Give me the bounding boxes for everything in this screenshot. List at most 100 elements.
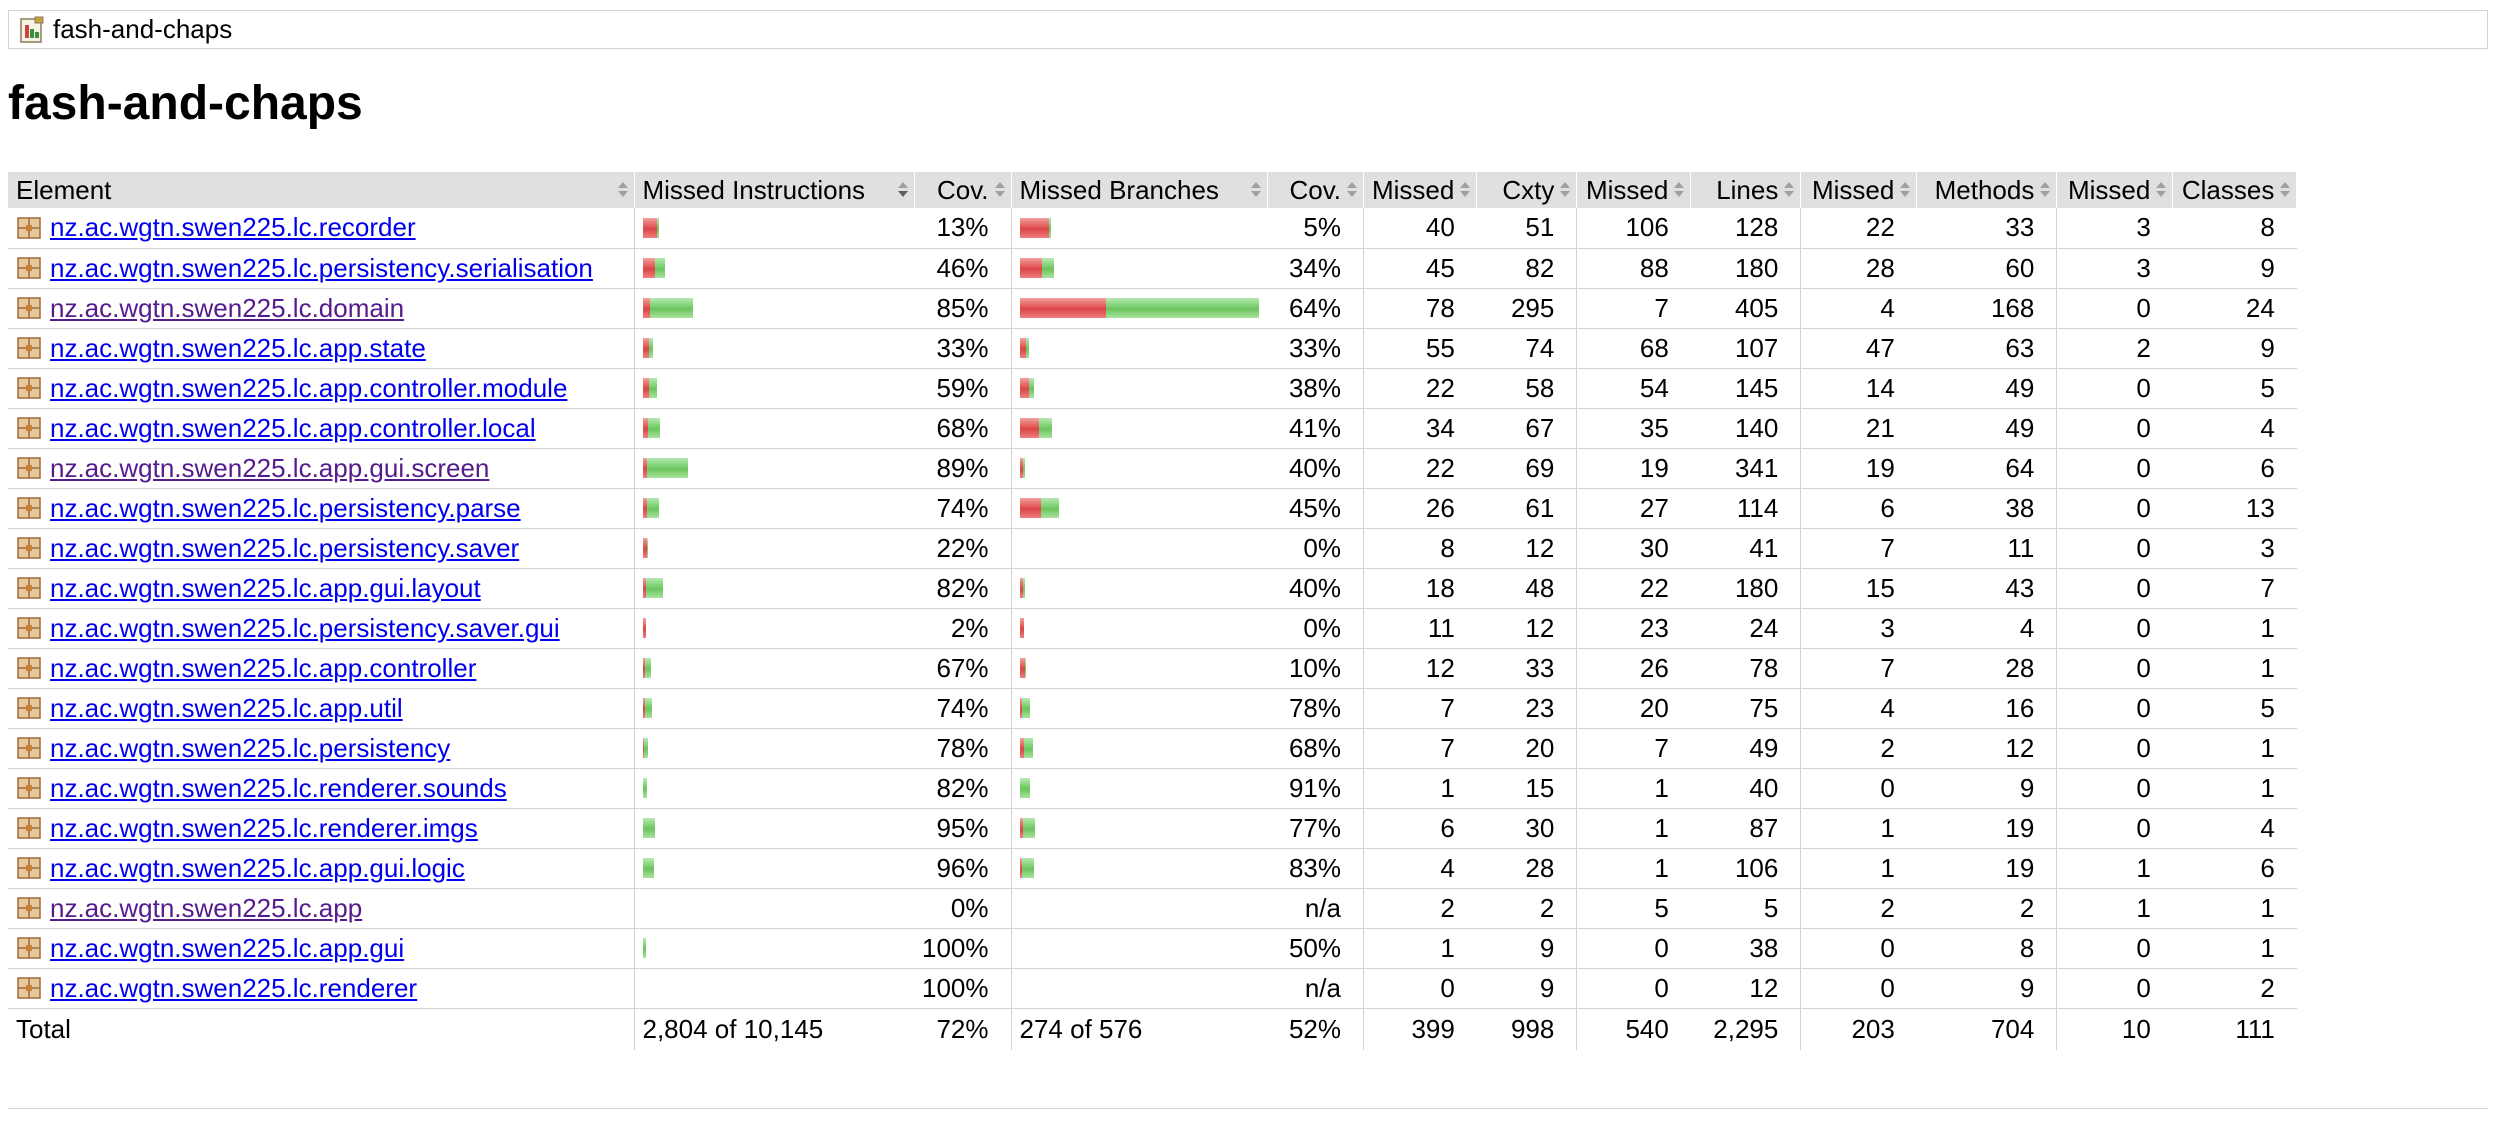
cxty: 69 [1476,448,1577,489]
package-link[interactable]: nz.ac.wgtn.swen225.lc.app.state [50,332,426,363]
package-link[interactable]: nz.ac.wgtn.swen225.lc.app.gui [50,932,405,963]
lines-missed: 30 [1576,528,1691,569]
missed-branches-bar [1010,448,1268,489]
methods: 12 [1916,728,2057,769]
covered-segment [1020,778,1030,798]
package-link[interactable]: nz.ac.wgtn.swen225.lc.renderer.imgs [50,812,478,843]
total-classes-missed: 10 [2056,1007,2173,1050]
col-header-methods-missed[interactable]: Missed [1800,172,1918,208]
package-link[interactable]: nz.ac.wgtn.swen225.lc.app.gui.layout [50,572,481,603]
package-link[interactable]: nz.ac.wgtn.swen225.lc.app [50,892,363,923]
package-link[interactable]: nz.ac.wgtn.swen225.lc.persistency.saver [50,532,520,563]
methods: 49 [1916,408,2057,449]
total-missed-instructions: 2,804 of 10,145 [633,1007,914,1050]
package-icon [17,217,41,239]
classes-missed: 0 [2056,488,2173,529]
classes-missed: 0 [2056,288,2173,329]
package-link[interactable]: nz.ac.wgtn.swen225.lc.app.controller [50,652,477,683]
sort-icon [617,182,628,198]
lines-missed: 1 [1576,848,1691,889]
cxty: 30 [1476,808,1577,849]
classes: 9 [2172,248,2297,289]
methods-missed: 7 [1800,528,1917,569]
package-icon [17,297,41,319]
col-header-classes[interactable]: Classes [2172,172,2298,208]
col-header-methods[interactable]: Methods [1916,172,2058,208]
covered-segment [644,698,652,718]
package-link[interactable]: nz.ac.wgtn.swen225.lc.renderer.sounds [50,772,507,803]
package-link[interactable]: nz.ac.wgtn.swen225.lc.renderer [50,972,418,1003]
package-link[interactable]: nz.ac.wgtn.swen225.lc.domain [50,292,405,323]
covered-segment [645,658,651,678]
table-row: nz.ac.wgtn.swen225.lc.app.gui.screen 89% 4… [8,448,2297,489]
cxty: 33 [1476,648,1577,689]
methods: 19 [1916,848,2057,889]
lines-missed: 20 [1576,688,1691,729]
col-header-missed-instructions[interactable]: Missed Instructions [633,172,915,208]
package-link[interactable]: nz.ac.wgtn.swen225.lc.app.util [50,692,403,723]
package-link[interactable]: nz.ac.wgtn.swen225.lc.recorder [50,212,416,243]
lines: 128 [1690,208,1801,249]
missed-branches-bar [1010,248,1268,289]
package-link[interactable]: nz.ac.wgtn.swen225.lc.persistency.saver.… [50,612,560,643]
lines: 145 [1690,368,1801,409]
cxty: 20 [1476,728,1577,769]
covered-segment [1106,298,1260,318]
element-cell: nz.ac.wgtn.swen225.lc.app.controller.mod… [8,368,634,409]
branch-cov: 10% [1267,648,1364,689]
lines-missed: 7 [1576,728,1691,769]
lines: 40 [1690,768,1801,809]
methods: 19 [1916,808,2057,849]
methods: 168 [1916,288,2057,329]
col-header-lines[interactable]: Lines [1690,172,1802,208]
col-header-branch-cov[interactable]: Cov. [1267,172,1364,208]
branch-cov: 33% [1267,328,1364,369]
col-header-cxty[interactable]: Cxty [1476,172,1578,208]
classes: 5 [2172,368,2297,409]
cxty: 58 [1476,368,1577,409]
lines-missed: 5 [1576,888,1691,929]
total-lines: 2,295 [1690,1007,1801,1050]
col-header-cxty-missed[interactable]: Missed [1362,172,1478,208]
cxty: 51 [1476,208,1577,249]
branch-cov: 45% [1267,488,1364,529]
package-link[interactable]: nz.ac.wgtn.swen225.lc.persistency.parse [50,492,521,523]
table-row: nz.ac.wgtn.swen225.lc.app.controller.loc… [8,408,2297,449]
methods: 2 [1916,888,2057,929]
package-icon [17,497,41,519]
sort-icon [1250,182,1261,198]
table-row: nz.ac.wgtn.swen225.lc.app.util 74% 78% 7 23 2… [8,688,2297,729]
col-header-instr-cov[interactable]: Cov. [914,172,1012,208]
package-link[interactable]: nz.ac.wgtn.swen225.lc.app.gui.logic [50,852,465,883]
lines: 41 [1690,528,1801,569]
missed-branches-bar [1010,608,1268,649]
element-cell: nz.ac.wgtn.swen225.lc.recorder [8,208,634,249]
col-header-element[interactable]: Element [8,172,635,208]
missed-instructions-bar [633,728,914,769]
package-link[interactable]: nz.ac.wgtn.swen225.lc.app.controller.loc… [50,412,536,443]
col-header-classes-missed[interactable]: Missed [2056,172,2174,208]
missed-branches-bar [1010,728,1268,769]
instr-cov: 82% [914,768,1011,809]
package-link[interactable]: nz.ac.wgtn.swen225.lc.persistency [50,732,451,763]
package-link[interactable]: nz.ac.wgtn.swen225.lc.persistency.serial… [50,252,593,283]
lines: 180 [1690,248,1801,289]
missed-instructions-bar [633,848,914,889]
instr-cov: 0% [914,888,1011,929]
methods-missed: 4 [1800,288,1917,329]
covered-segment [1021,698,1031,718]
col-header-lines-missed[interactable]: Missed [1576,172,1692,208]
covered-segment [649,338,653,358]
methods: 64 [1916,448,2057,489]
cxty-missed: 22 [1362,368,1477,409]
col-header-missed-branches[interactable]: Missed Branches [1010,172,1268,208]
package-link[interactable]: nz.ac.wgtn.swen225.lc.app.controller.mod… [50,372,568,403]
total-instr-cov: 72% [914,1007,1011,1050]
lines-missed: 1 [1576,768,1691,809]
cxty: 9 [1476,968,1577,1009]
covered-segment [643,818,656,838]
missed-instructions-bar [633,248,914,289]
package-link[interactable]: nz.ac.wgtn.swen225.lc.app.gui.screen [50,452,490,483]
missed-segment [1019,658,1025,678]
instr-cov: 2% [914,608,1011,649]
